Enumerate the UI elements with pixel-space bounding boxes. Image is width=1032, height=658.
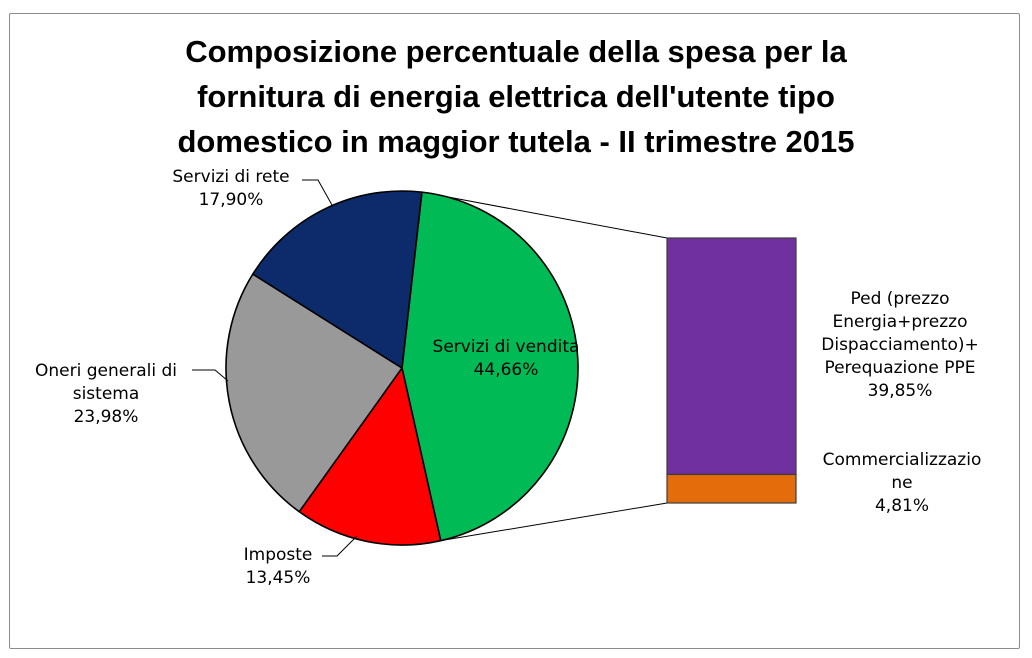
data-label-oneri-name-2: sistema (73, 384, 140, 404)
chart-title-line-1: Composizione percentuale della spesa per… (185, 34, 847, 69)
leader-line-imposte (322, 535, 358, 557)
data-label-ped-name-3: Dispacciamento)+ (821, 335, 978, 355)
data-label-comm-name-1: Commercializzazio (823, 450, 982, 470)
chart-title: Composizione percentuale della spesa per… (177, 34, 854, 159)
bar-segment-ped (666, 237, 797, 476)
connector-lines (421, 191, 668, 542)
data-label-imposte-name-1: Imposte (244, 545, 313, 565)
data-label-rete-name-1: Servizi di rete (172, 167, 289, 187)
data-label-ped-value: 39,85% (868, 381, 933, 401)
pie-slice-rete (252, 190, 423, 369)
data-label-rete: Servizi di rete 17,90% (172, 167, 289, 210)
pie-slice-oneri (225, 273, 403, 513)
data-label-rete-value: 17,90% (199, 190, 264, 210)
chart-title-line-2: fornitura di energia elettrica dell'uten… (197, 79, 835, 114)
bar-segment-comm (666, 473, 797, 504)
data-label-ped-name-4: Perequazione PPE (824, 358, 975, 378)
data-label-vendita-name-1: Servizi di vendita (433, 337, 580, 357)
data-label-ped-name-1: Ped (prezzo (850, 289, 949, 309)
connector-line-top (421, 191, 668, 239)
data-label-comm: Commercializzazio ne 4,81% (823, 450, 982, 516)
pie-slice-imposte (298, 367, 442, 546)
leader-line-oneri (192, 369, 229, 382)
data-label-imposte-value: 13,45% (246, 568, 311, 588)
data-label-vendita: Servizi di vendita 44,66% (433, 337, 580, 380)
data-label-oneri: Oneri generali di sistema 23,98% (35, 361, 177, 427)
data-label-oneri-name-1: Oneri generali di (35, 361, 177, 381)
pie-chart (225, 190, 579, 546)
data-labels: Servizi di vendita 44,66% Servizi di rete 1… (35, 167, 981, 588)
data-label-vendita-value: 44,66% (474, 360, 539, 380)
data-label-ped: Ped (prezzo Energia+prezzo Dispacciamento)… (821, 289, 978, 401)
stacked-bar (666, 237, 797, 504)
chart-title-line-3: domestico in maggior tutela - II trimest… (177, 124, 854, 159)
data-label-comm-name-2: ne (891, 473, 912, 493)
connector-line-bottom (440, 502, 668, 542)
data-label-imposte: Imposte 13,45% (244, 545, 313, 588)
data-label-oneri-value: 23,98% (74, 407, 139, 427)
data-label-comm-value: 4,81% (875, 496, 929, 516)
pie-slice-vendita (401, 191, 579, 542)
data-label-ped-name-2: Energia+prezzo (833, 312, 968, 332)
leader-line-rete (302, 179, 333, 206)
